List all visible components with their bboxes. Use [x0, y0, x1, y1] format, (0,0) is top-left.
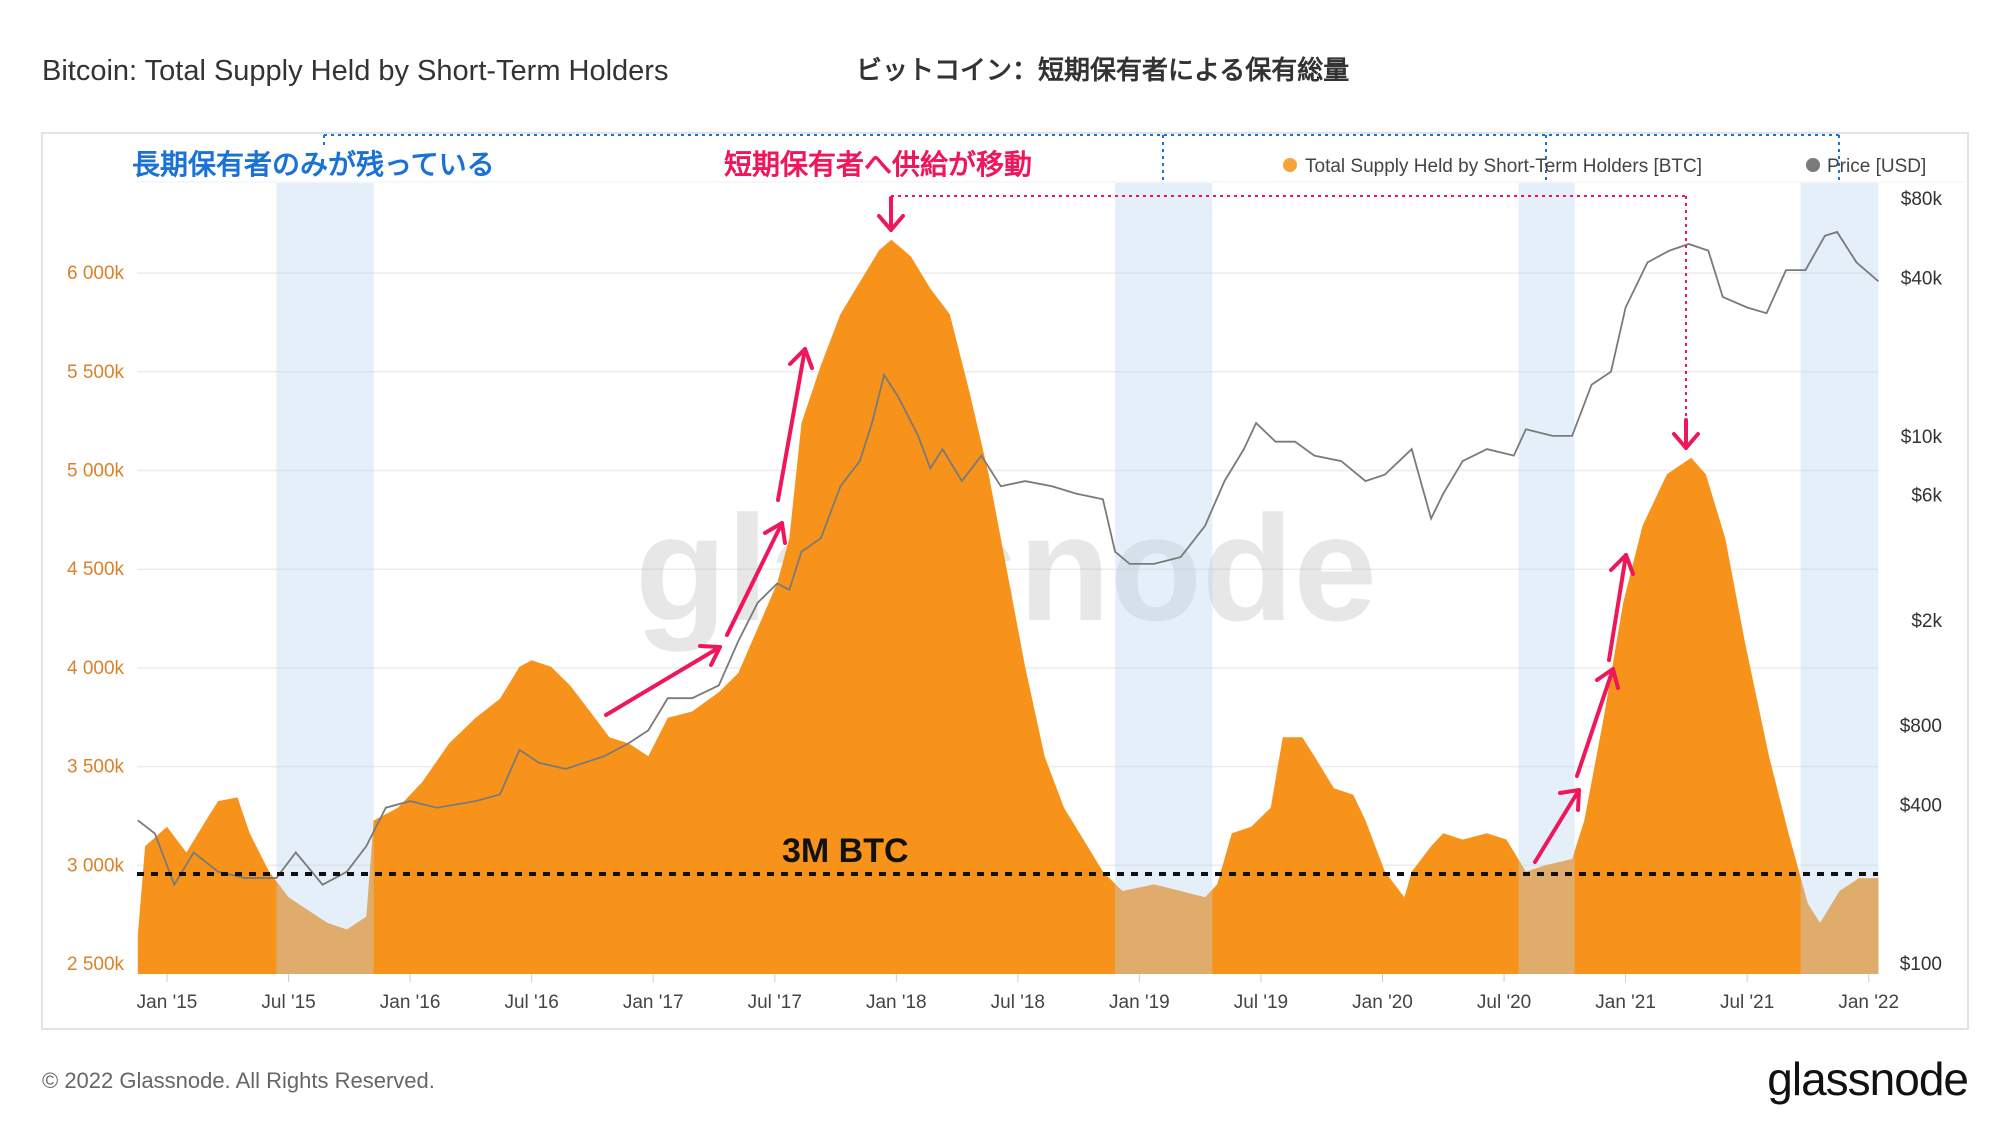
x-tick-label: Jul '19 [1234, 992, 1288, 1013]
blue-annotation-box [323, 134, 1840, 182]
highlight-band [1800, 183, 1879, 974]
arrow-up-icon [1607, 553, 1635, 662]
arrow-down-2021-peak-icon [1672, 418, 1700, 450]
x-tick-label: Jul '16 [504, 992, 558, 1013]
x-tick-label: Jul '17 [748, 992, 802, 1013]
highlight-band [1115, 183, 1213, 974]
highlight-band [1518, 183, 1575, 974]
x-tick-label: Jan '18 [866, 992, 927, 1013]
legend-price-label[interactable]: Price [USD] [1827, 156, 1926, 177]
threshold-label: 3M BTC [782, 832, 909, 870]
glassnode-logo: glassnode [1767, 1053, 1968, 1105]
arrow-up-icon [1533, 788, 1581, 864]
x-tick-label: Jul '20 [1477, 992, 1531, 1013]
left-tick-label: 6 000k [67, 263, 125, 284]
left-tick-label: 3 500k [67, 757, 125, 778]
arrow-up-icon [1575, 667, 1620, 778]
chart-title-ja: ビットコイン：短期保有者による保有総量 [856, 55, 1349, 85]
left-tick-label: 4 500k [67, 559, 125, 580]
legend: Total Supply Held by Short-Term Holders … [1283, 156, 1926, 177]
arrow-up-icon [776, 347, 814, 502]
x-tick-label: Jan '20 [1352, 992, 1413, 1013]
legend-supply-dot [1283, 158, 1297, 172]
copyright-footer: © 2022 Glassnode. All Rights Reserved. [42, 1068, 435, 1093]
left-tick-label: 3 000k [67, 855, 125, 876]
x-tick-label: Jul '21 [1720, 992, 1774, 1013]
x-tick-label: Jan '22 [1838, 992, 1899, 1013]
pink-dotted-connector [891, 195, 1687, 440]
x-tick-label: Jan '21 [1595, 992, 1656, 1013]
x-tick-label: Jan '17 [623, 992, 684, 1013]
legend-supply-label[interactable]: Total Supply Held by Short-Term Holders … [1305, 156, 1702, 177]
x-tick-label: Jul '18 [991, 992, 1045, 1013]
right-tick-label: $80k [1901, 189, 1943, 210]
left-tick-label: 5 500k [67, 362, 125, 383]
left-axis: 2 500k 3 000k 3 500k 4 000k 4 500k 5 000k 5 50… [67, 263, 125, 975]
pink-arrows [604, 196, 1700, 864]
right-tick-label: $100 [1900, 954, 1942, 975]
right-tick-label: $400 [1900, 795, 1942, 816]
highlight-band [276, 183, 374, 974]
right-tick-label: $6k [1911, 485, 1942, 506]
supply-series-area [137, 239, 1879, 974]
left-tick-label: 4 000k [67, 658, 125, 679]
arrow-down-2018-peak-icon [877, 196, 905, 232]
x-tick-label: Jan '19 [1109, 992, 1170, 1013]
highlight-bands [276, 183, 1879, 974]
arrow-up-icon [604, 644, 722, 717]
right-tick-label: $800 [1900, 716, 1942, 737]
x-axis: Jan '15 Jul '15 Jan '16 Jul '16 Jan '17 Jul '… [137, 974, 1899, 1013]
right-axis: $100 $400 $800 $2k $6k $10k $40k $80k [1900, 189, 1943, 975]
x-tick-label: Jan '16 [380, 992, 441, 1013]
x-tick-label: Jul '15 [261, 992, 315, 1013]
x-tick-label: Jan '15 [137, 992, 198, 1013]
left-tick-label: 5 000k [67, 461, 125, 482]
right-tick-label: $40k [1901, 268, 1943, 289]
arrow-up-icon [725, 521, 787, 637]
annotation-lth-only: 長期保有者のみが残っている [132, 148, 495, 180]
legend-price-dot [1806, 158, 1820, 172]
price-series-line [137, 230, 1879, 887]
right-tick-label: $10k [1901, 427, 1943, 448]
chart-title: Bitcoin: Total Supply Held by Short-Term… [42, 55, 668, 87]
right-tick-label: $2k [1911, 611, 1942, 632]
annotation-supply-shift: 短期保有者へ供給が移動 [724, 148, 1032, 180]
left-tick-label: 2 500k [67, 954, 125, 975]
